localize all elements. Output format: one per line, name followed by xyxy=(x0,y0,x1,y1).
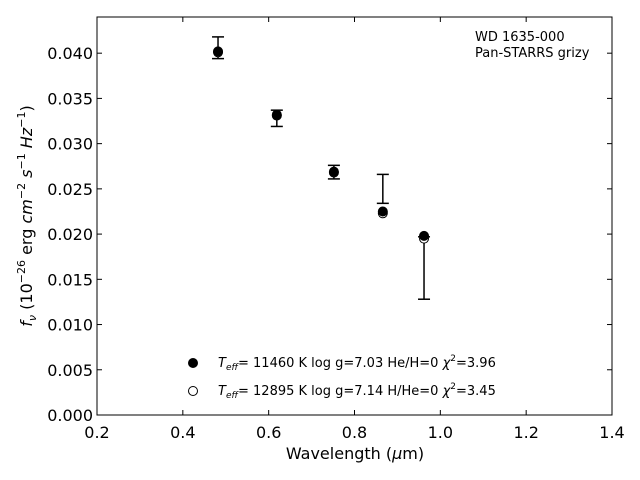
point-filled xyxy=(271,109,282,120)
x-tick-label: 1.2 xyxy=(513,423,538,442)
point-filled xyxy=(419,230,430,241)
x-tick-label: 0.2 xyxy=(84,423,109,442)
y-tick-label: 0.020 xyxy=(47,225,93,244)
x-tick-label: 0.6 xyxy=(256,423,281,442)
y-axis-label: fν (10−26 erg cm−2 s−1 Hz−1) xyxy=(15,105,39,326)
legend-entry-1: Teff= 11460 K log g=7.03 He/H=0 χ2=3.96 xyxy=(218,354,496,373)
y-tick-label: 0.000 xyxy=(47,406,93,425)
y-tick-label: 0.005 xyxy=(47,361,93,380)
legend: Teff= 11460 K log g=7.03 He/H=0 χ2=3.96 … xyxy=(188,354,496,401)
y-tick-label: 0.025 xyxy=(47,180,93,199)
legend-entry-2: Teff= 12895 K log g=7.14 H/He=0 χ2=3.45 xyxy=(218,382,496,401)
legend-marker-filled xyxy=(188,358,198,368)
y-tick-label: 0.015 xyxy=(47,270,93,289)
point-filled xyxy=(213,46,224,57)
point-filled xyxy=(328,166,339,177)
y-axis-ticks: 0.000 0.005 0.010 0.015 0.020 0.025 0.030 0.035… xyxy=(47,44,612,425)
x-tick-label: 0.4 xyxy=(170,423,195,442)
legend-marker-open xyxy=(188,386,198,396)
point-filled xyxy=(377,206,388,217)
error-bars xyxy=(212,36,431,300)
y-tick-label: 0.010 xyxy=(47,316,93,335)
data-points xyxy=(213,46,430,244)
x-tick-label: 1.0 xyxy=(428,423,453,442)
x-axis-label: Wavelength (μm) xyxy=(286,444,424,463)
x-tick-label: 1.4 xyxy=(599,423,624,442)
annotation-survey: Pan-STARRS grizy xyxy=(475,46,590,61)
x-tick-label: 0.8 xyxy=(342,423,367,442)
y-tick-label: 0.040 xyxy=(47,44,93,63)
y-tick-label: 0.035 xyxy=(47,89,93,108)
y-tick-label: 0.030 xyxy=(47,135,93,154)
annotation-object: WD 1635-000 xyxy=(475,30,565,45)
x-axis-ticks: 0.2 0.4 0.6 0.8 1.0 1.2 1.4 xyxy=(84,17,625,442)
